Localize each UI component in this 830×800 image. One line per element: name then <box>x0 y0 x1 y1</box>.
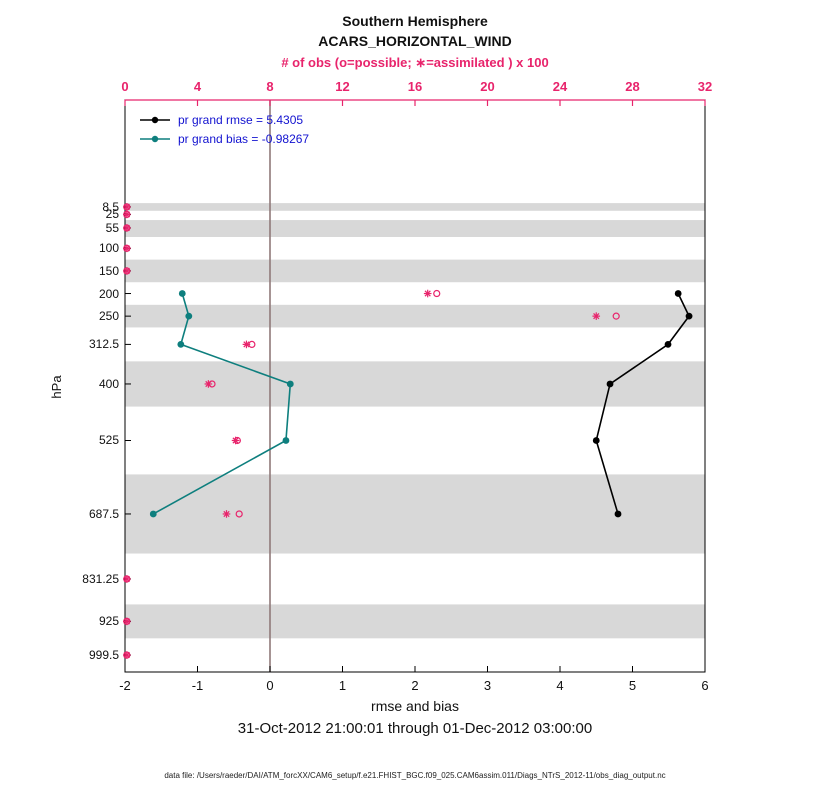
obs-tick-label: 8 <box>266 79 274 94</box>
x-tick-label: 4 <box>556 678 564 693</box>
rmse-point <box>592 437 600 444</box>
assimilated-obs-marker <box>123 618 130 625</box>
assimilated-obs-marker <box>123 245 130 252</box>
y-tick-label: 8.5 <box>102 199 119 214</box>
figure-title-line2: ACARS_HORIZONTAL_WIND <box>318 33 512 49</box>
assimilated-obs-marker <box>123 651 130 659</box>
assimilated-obs-marker <box>243 341 250 348</box>
bias-point <box>185 312 193 320</box>
obs-axis-label: # of obs (o=possible; ∗=assimilated ) x … <box>281 55 549 70</box>
x-tick-label: 5 <box>628 678 637 693</box>
rmse-point <box>685 312 693 320</box>
obs-tick-label: 0 <box>121 79 129 94</box>
level-shading-band <box>125 220 705 238</box>
assimilated-obs-marker <box>123 575 130 583</box>
assimilated-obs-marker <box>123 211 130 218</box>
rmse-point <box>674 290 682 297</box>
datafile-footnote: data file: /Users/raeder/DAI/ATM_forcXX/… <box>164 771 666 780</box>
y-tick-label: 925 <box>98 614 119 629</box>
possible-obs-marker <box>433 289 441 298</box>
rmse-sample-marker <box>151 116 159 123</box>
bias-line <box>152 293 292 515</box>
x-tick-label: 1 <box>338 678 347 693</box>
level-shading-band <box>125 304 705 328</box>
level-shading-band <box>125 604 705 639</box>
y-tick-label: 400 <box>98 376 119 391</box>
bias-point <box>177 341 185 348</box>
figure-title-line1: Southern Hemisphere <box>342 13 488 29</box>
y-tick-label: 525 <box>98 433 119 448</box>
assimilated-obs-marker <box>424 290 431 297</box>
possible-obs-marker <box>235 510 243 518</box>
assimilated-obs-marker <box>123 267 130 275</box>
x-axis-label: rmse and bias <box>371 698 459 714</box>
x-tick-label: 2 <box>411 678 419 693</box>
legend-entry-bias: pr grand bias = -0.98267 <box>139 131 310 146</box>
assimilated-obs-marker <box>205 380 212 388</box>
level-shading-band <box>125 259 705 283</box>
y-tick-label: 150 <box>98 263 119 278</box>
legend-label-bias: pr grand bias = -0.98267 <box>178 131 310 146</box>
level-shading-band <box>125 203 705 211</box>
bias-point <box>149 510 157 518</box>
x-tick-label: -1 <box>191 678 204 693</box>
obs-tick-label: 28 <box>625 79 640 94</box>
rmse-legend-sample-icon <box>140 116 170 123</box>
obs-tick-label: 16 <box>407 79 423 94</box>
y-tick-label: 312.5 <box>88 337 119 352</box>
rmse-line <box>595 293 690 515</box>
y-tick-label: 100 <box>98 241 119 256</box>
bias-point <box>178 290 186 297</box>
assimilated-obs-marker <box>123 203 130 211</box>
obs-tick-label: 4 <box>193 79 202 94</box>
rmse-point <box>606 380 614 388</box>
obs-tick-label: 12 <box>335 79 350 94</box>
assimilated-obs-marker <box>223 510 230 518</box>
y-tick-label: 831.25 <box>82 571 119 586</box>
bias-point <box>286 380 294 388</box>
obs-tick-label: 24 <box>552 79 568 94</box>
bias-point <box>282 437 290 444</box>
bias-sample-marker <box>151 135 159 142</box>
possible-obs-marker <box>612 312 620 320</box>
x-tick-label: -2 <box>119 678 131 693</box>
legend: pr grand rmse = 5.4305 pr grand bias = -… <box>139 112 310 146</box>
rmse-point <box>614 510 622 518</box>
y-tick-label: 55 <box>105 220 119 235</box>
assimilated-obs-marker <box>593 313 600 320</box>
y-tick-label: 25 <box>105 207 119 222</box>
assimilated-obs-marker <box>232 437 239 444</box>
legend-label-rmse: pr grand rmse = 5.4305 <box>178 112 304 127</box>
x-tick-label: 6 <box>701 678 709 693</box>
rmse-point <box>664 341 672 348</box>
x-tick-label: 3 <box>483 678 492 693</box>
obs-tick-label: 20 <box>480 79 495 94</box>
obs-tick-label: 32 <box>697 79 713 94</box>
y-tick-label: 250 <box>98 309 119 324</box>
y-tick-label: 999.5 <box>88 648 119 663</box>
legend-entry-rmse: pr grand rmse = 5.4305 <box>139 112 309 127</box>
y-tick-label: 200 <box>98 286 119 301</box>
assimilated-obs-marker <box>123 224 130 232</box>
timespan-text: 31-Oct-2012 21:00:01 through 01-Dec-2012… <box>237 720 593 737</box>
y-tick-label: 687.5 <box>88 506 119 521</box>
level-shading-band <box>125 474 705 554</box>
x-tick-label: 0 <box>266 678 274 693</box>
bias-legend-sample-icon <box>140 135 170 142</box>
